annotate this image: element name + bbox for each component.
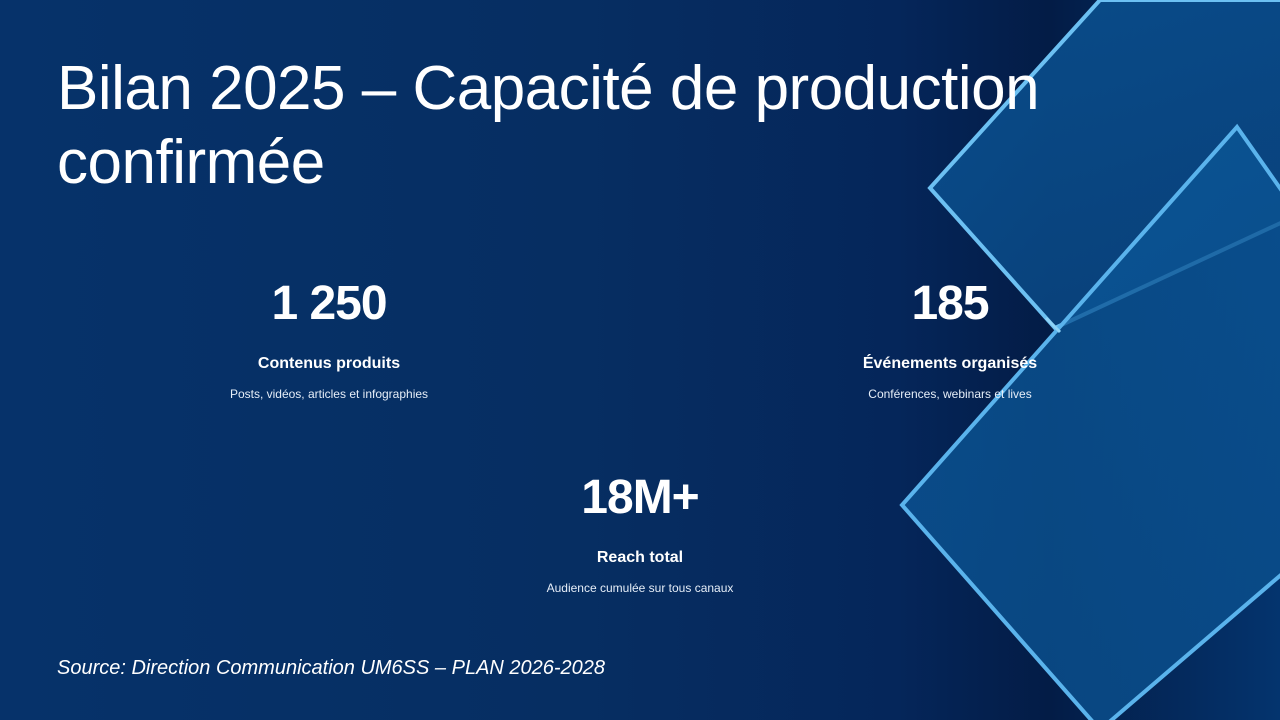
stat-value: 1 250 [271,277,387,330]
stat-description: Posts, vidéos, articles et infographies [229,387,429,401]
source-note: Source: Direction Communication UM6SS – … [57,657,606,679]
stat-value: 185 [911,277,989,330]
slide-title: Bilan 2025 – Capacité de production conf… [57,54,1040,197]
stat-label: Contenus produits [257,355,401,372]
stat-label: Reach total [596,549,684,566]
stat-description: Audience cumulée sur tous canaux [546,581,734,595]
stat-content-produced: 1 250 Contenus produits Posts, vidéos, a… [169,276,489,402]
stat-description: Conférences, webinars et lives [868,387,1032,401]
stat-label: Événements organisés [862,355,1038,372]
stat-total-reach: 18M+ Reach total Audience cumulée sur to… [480,470,800,596]
stat-value: 18M+ [581,471,699,524]
lower-diamond-shape [899,123,1280,720]
stat-events-organized: 185 Événements organisés Conférences, we… [790,276,1110,402]
